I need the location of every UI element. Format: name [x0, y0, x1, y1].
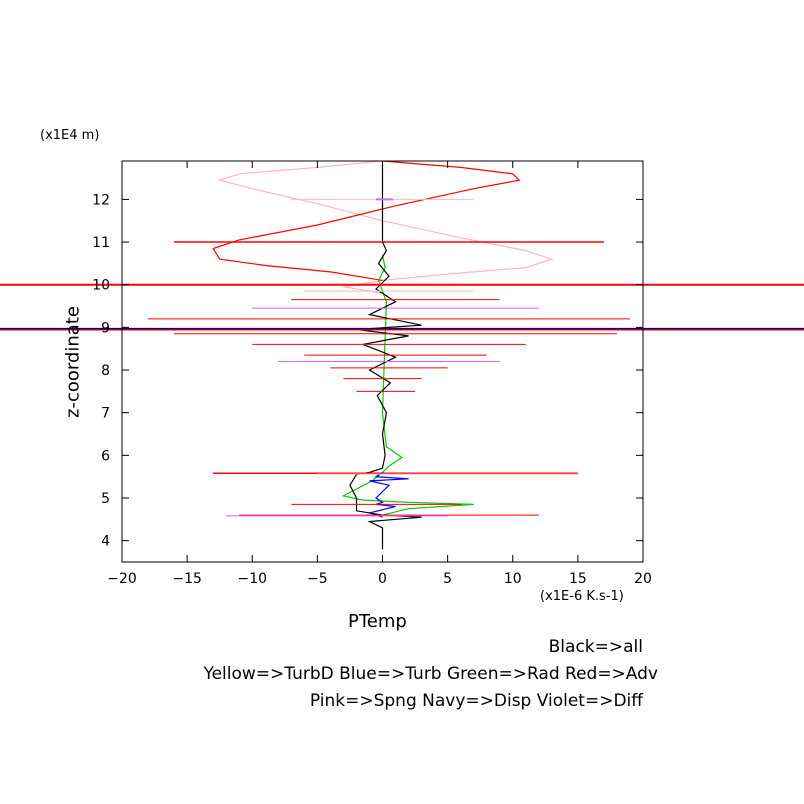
y-tick-label: 4 — [101, 534, 110, 550]
y-axis-ticks: 4 5 6 7 8 9 10 11 12 — [92, 192, 643, 550]
y-tick-label: 9 — [101, 320, 110, 336]
y-axis-unit-label: (x1E4 m) — [40, 128, 100, 143]
x-tick-label: 0 — [378, 571, 387, 587]
y-tick-label: 5 — [101, 491, 110, 507]
x-tick-label: 15 — [569, 571, 587, 587]
x-tick-label: 5 — [443, 571, 452, 587]
y-tick-label: 8 — [101, 363, 110, 379]
x-axis-label: PTemp — [348, 611, 407, 632]
legend-line-3: Pink=>Spng Navy=>Disp Violet=>Diff — [309, 691, 643, 711]
series-line-turb — [367, 471, 409, 518]
legend-line-1: Black=>all — [548, 637, 643, 657]
series-line-adv — [212, 161, 521, 281]
x-axis-ticks: −20 −15 −10 −5 0 5 10 15 20 — [107, 161, 652, 587]
x-axis-unit-label: (x1E-6 K.s-1) — [540, 589, 624, 604]
series-line-all — [349, 161, 422, 550]
x-tick-label: −5 — [307, 571, 328, 587]
y-tick-label: 7 — [101, 406, 110, 422]
series-line-rad — [341, 254, 474, 516]
y-tick-label: 6 — [101, 448, 110, 464]
y-tick-label: 10 — [92, 278, 110, 294]
x-tick-label: −20 — [107, 571, 137, 587]
y-tick-label: 11 — [92, 235, 110, 251]
x-tick-label: 10 — [504, 571, 522, 587]
spike-layer — [0, 198, 804, 517]
y-tick-label: 12 — [92, 192, 110, 208]
y-axis-label: z-coordinate — [62, 306, 84, 418]
x-tick-label: −15 — [172, 571, 202, 587]
series-line-spng — [217, 161, 554, 294]
x-tick-label: 20 — [634, 571, 652, 587]
x-tick-label: −10 — [237, 571, 267, 587]
legend-line-2: Yellow=>TurbD Blue=>Turb Green=>Rad Red=… — [203, 664, 658, 684]
